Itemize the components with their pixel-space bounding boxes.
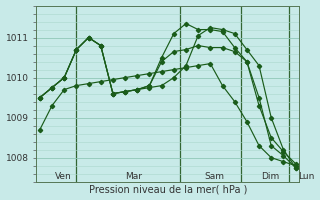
Text: Lun: Lun — [298, 172, 314, 181]
Text: Mar: Mar — [125, 172, 142, 181]
Text: Sam: Sam — [204, 172, 224, 181]
X-axis label: Pression niveau de la mer( hPa ): Pression niveau de la mer( hPa ) — [89, 184, 247, 194]
Text: Dim: Dim — [261, 172, 280, 181]
Text: Ven: Ven — [54, 172, 71, 181]
